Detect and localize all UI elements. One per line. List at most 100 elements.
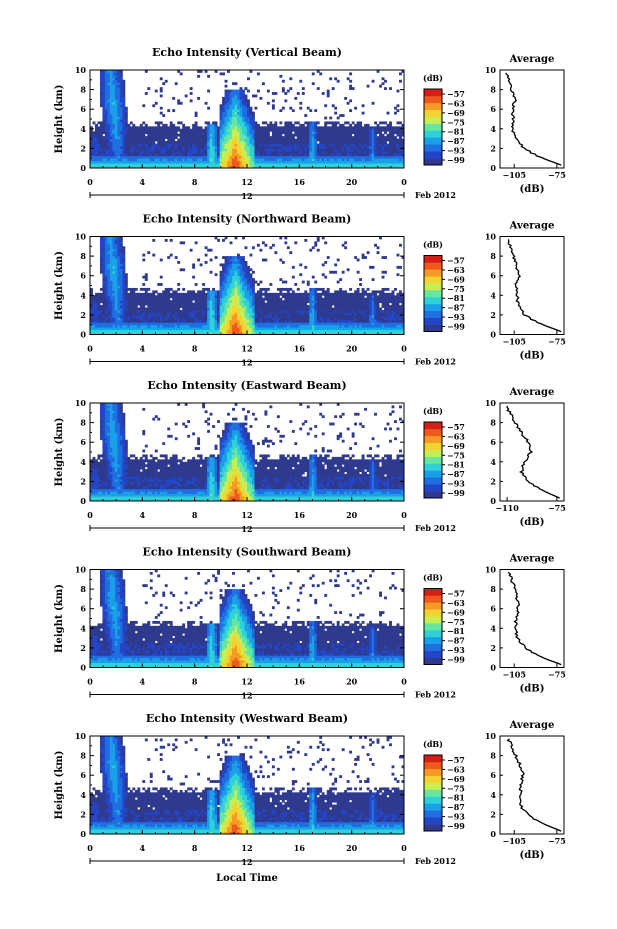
heatmap-cell xyxy=(184,297,188,301)
heatmap-cell xyxy=(351,302,355,306)
heatmap-cell xyxy=(296,143,300,147)
heatmap-cell xyxy=(249,310,253,313)
heatmap-cell xyxy=(94,153,98,157)
heatmap-cell xyxy=(329,121,333,125)
heatmap-cell xyxy=(344,317,348,321)
heatmap-cell xyxy=(222,300,225,304)
heatmap-cell xyxy=(159,121,163,125)
heatmap-cell xyxy=(247,163,250,166)
heatmap-cell xyxy=(369,148,372,152)
heatmap-cell xyxy=(311,295,315,299)
heatmap-cell xyxy=(254,300,258,304)
heatmap-cell xyxy=(159,111,163,115)
heatmap-cell xyxy=(224,128,228,132)
heatmap-cell xyxy=(112,79,116,83)
heatmap-cell xyxy=(279,121,283,125)
heatmap-cell xyxy=(247,295,250,299)
heatmap-cell xyxy=(149,292,153,296)
heatmap-cell xyxy=(242,165,245,169)
heatmap-cell xyxy=(117,79,121,83)
heatmap-cell xyxy=(304,126,308,130)
heatmap-cell xyxy=(112,138,116,142)
heatmap-cell xyxy=(316,131,320,135)
heatmap-cell xyxy=(366,319,370,323)
heatmap-cell xyxy=(217,310,220,313)
heatmap-cell xyxy=(309,160,313,164)
heatmap-cell xyxy=(261,163,265,166)
heatmap-cell xyxy=(167,310,171,313)
heatmap-cell xyxy=(152,143,156,147)
heatmap-cell xyxy=(182,300,186,304)
heatmap-cell xyxy=(284,312,288,316)
heatmap-cell xyxy=(366,158,370,162)
heatmap-cell xyxy=(144,163,148,166)
heatmap-cell xyxy=(311,121,315,125)
heatmap-cell xyxy=(174,319,178,323)
heatmap-cell xyxy=(92,155,96,159)
heatmap-cell xyxy=(261,329,265,333)
heatmap-cell xyxy=(109,114,113,117)
heatmap-cell xyxy=(204,148,208,152)
heatmap-cell xyxy=(194,329,198,333)
heatmap-cell xyxy=(162,131,166,135)
heatmap-cell xyxy=(384,155,387,159)
heatmap-cell xyxy=(172,150,176,154)
heatmap-cell xyxy=(311,314,315,318)
heatmap-cell xyxy=(104,322,108,326)
heatmap-cell xyxy=(371,145,375,149)
heatmap-cell xyxy=(90,310,93,313)
heatmap-cell xyxy=(174,300,178,304)
heatmap-cell xyxy=(376,319,380,323)
heatmap-cell xyxy=(334,160,338,164)
heatmap-cell xyxy=(112,101,116,105)
heatmap-cell xyxy=(177,126,181,130)
heatmap-cell xyxy=(271,155,275,159)
heatmap-cell xyxy=(301,332,305,335)
heatmap-cell xyxy=(132,133,136,137)
heatmap-cell xyxy=(224,101,228,105)
heatmap-cell xyxy=(356,155,360,159)
heatmap-cell xyxy=(359,138,363,142)
heatmap-cell xyxy=(379,84,382,88)
heatmap-cell xyxy=(234,109,238,113)
heatmap-cell xyxy=(359,133,363,137)
heatmap-cell xyxy=(219,145,223,149)
heatmap-cell xyxy=(261,310,265,313)
heatmap-cell xyxy=(349,155,353,159)
heatmap-cell xyxy=(90,148,93,152)
heatmap-cell xyxy=(129,160,133,164)
heatmap-cell xyxy=(296,302,300,306)
heatmap-cell xyxy=(314,155,318,159)
heatmap-cell xyxy=(204,312,208,316)
heatmap-cell xyxy=(127,155,131,159)
heatmap-cell xyxy=(336,155,340,159)
heatmap-cell xyxy=(194,141,198,144)
heatmap-cell xyxy=(147,292,151,296)
heatmap-cell xyxy=(251,148,255,152)
heatmap-cell xyxy=(296,314,300,318)
heatmap-cell xyxy=(316,87,320,90)
heatmap-cell xyxy=(304,133,308,137)
heatmap-cell xyxy=(321,141,325,144)
x-tick-label: 4 xyxy=(140,177,146,187)
heatmap-cell xyxy=(276,292,280,296)
heatmap-cell xyxy=(159,150,163,154)
heatmap-cell xyxy=(189,148,193,152)
heatmap-cell xyxy=(264,314,268,318)
heatmap-cell xyxy=(124,145,128,149)
heatmap-cell xyxy=(299,292,303,296)
heatmap-cell xyxy=(281,148,285,152)
heatmap-cell xyxy=(227,89,230,93)
heatmap-cell xyxy=(286,302,290,306)
heatmap-cell xyxy=(127,148,131,152)
heatmap-cell xyxy=(187,295,191,299)
heatmap-cell xyxy=(301,319,305,323)
heatmap-cell xyxy=(329,322,333,326)
heatmap-cell xyxy=(189,128,193,132)
heatmap-cell xyxy=(351,324,355,328)
heatmap-cell xyxy=(104,145,108,149)
heatmap-cell xyxy=(381,302,385,306)
heatmap-cell xyxy=(167,329,171,333)
heatmap-cell xyxy=(346,314,350,318)
heatmap-cell xyxy=(266,297,270,301)
